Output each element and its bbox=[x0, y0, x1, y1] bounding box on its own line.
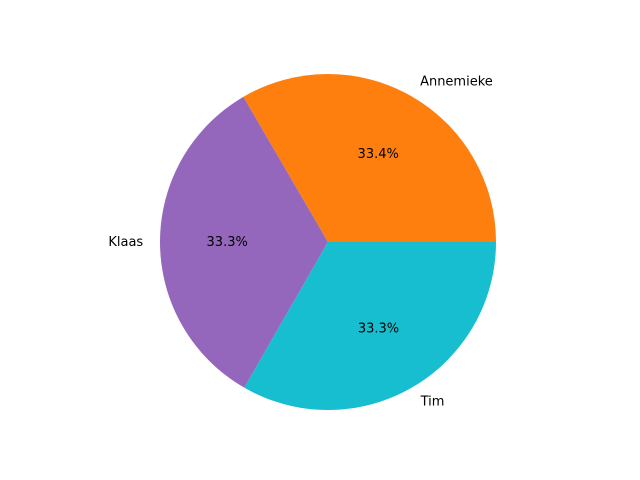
slice-label-klaas: Klaas bbox=[108, 235, 143, 250]
percent-label-tim: 33.3% bbox=[358, 322, 399, 337]
pie-slice-annemieke bbox=[243, 74, 496, 242]
percent-label-klaas: 33.3% bbox=[207, 235, 248, 250]
slice-label-tim: Tim bbox=[420, 394, 445, 409]
percent-label-annemieke: 33.4% bbox=[358, 147, 399, 162]
pie-slice-tim bbox=[244, 242, 496, 410]
slice-label-annemieke: Annemieke bbox=[420, 74, 493, 89]
pie-slices bbox=[159, 74, 496, 410]
pie-labels: Annemieke 33.4% Klaas 33.3% Tim 33.3% bbox=[108, 74, 492, 409]
pie-slice-klaas bbox=[159, 96, 328, 388]
